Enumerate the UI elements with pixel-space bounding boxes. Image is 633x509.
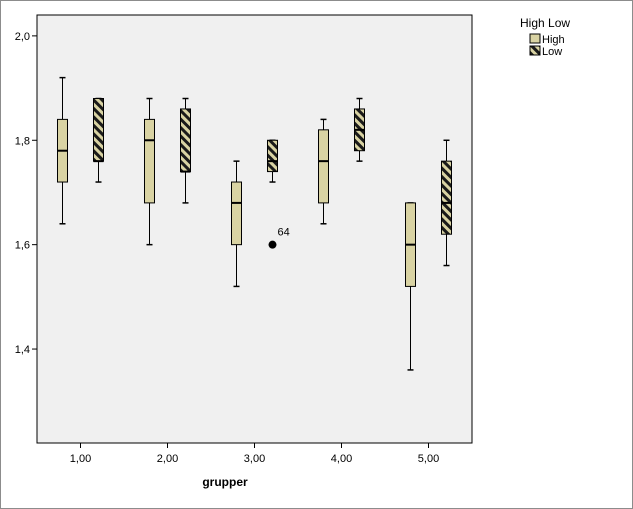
series-low: 64 (93, 97, 452, 267)
x-tick-label: 5,00 (418, 453, 439, 465)
y-tick-label: 1,8 (15, 135, 30, 147)
box-high (405, 202, 416, 371)
box-low: 64 (267, 139, 290, 249)
legend-title: High Low (520, 16, 570, 30)
x-axis: 1,00 2,00 3,00 4,00 5,00 (70, 443, 439, 465)
box-iqr (441, 160, 452, 235)
x-axis-title: grupper (202, 475, 248, 489)
y-tick-label: 2,0 (15, 31, 30, 43)
y-tick-label: 1,4 (15, 344, 30, 356)
x-tick-label: 3,00 (244, 453, 265, 465)
box-iqr (231, 181, 242, 246)
legend-swatch-high (529, 33, 541, 44)
legend-label-high: High (542, 34, 565, 46)
box-low (441, 139, 452, 267)
legend-swatch-low (529, 45, 541, 56)
box-high (144, 97, 155, 246)
legend-label-low: Low (542, 46, 562, 58)
box-low (93, 97, 104, 183)
box-iqr (180, 108, 191, 173)
x-tick-label: 2,00 (157, 453, 178, 465)
box-iqr (318, 129, 329, 204)
box-high (57, 76, 68, 225)
outlier-point (268, 240, 277, 249)
y-tick-label: 1,6 (15, 240, 30, 252)
box-series: 64 (57, 76, 452, 371)
x-tick-label: 4,00 (331, 453, 352, 465)
plot-area (36, 14, 473, 444)
box-low (354, 97, 365, 162)
x-tick-label: 1,00 (70, 453, 91, 465)
box-high (231, 160, 242, 288)
box-iqr (93, 98, 104, 162)
y-axis: 1,4 1,6 1,8 2,0 (15, 31, 37, 356)
outlier-label: 64 (278, 227, 290, 239)
box-iqr (267, 139, 278, 173)
series-high (57, 76, 416, 371)
box-low (180, 97, 191, 204)
box-iqr (144, 118, 155, 204)
box-high (318, 118, 329, 225)
